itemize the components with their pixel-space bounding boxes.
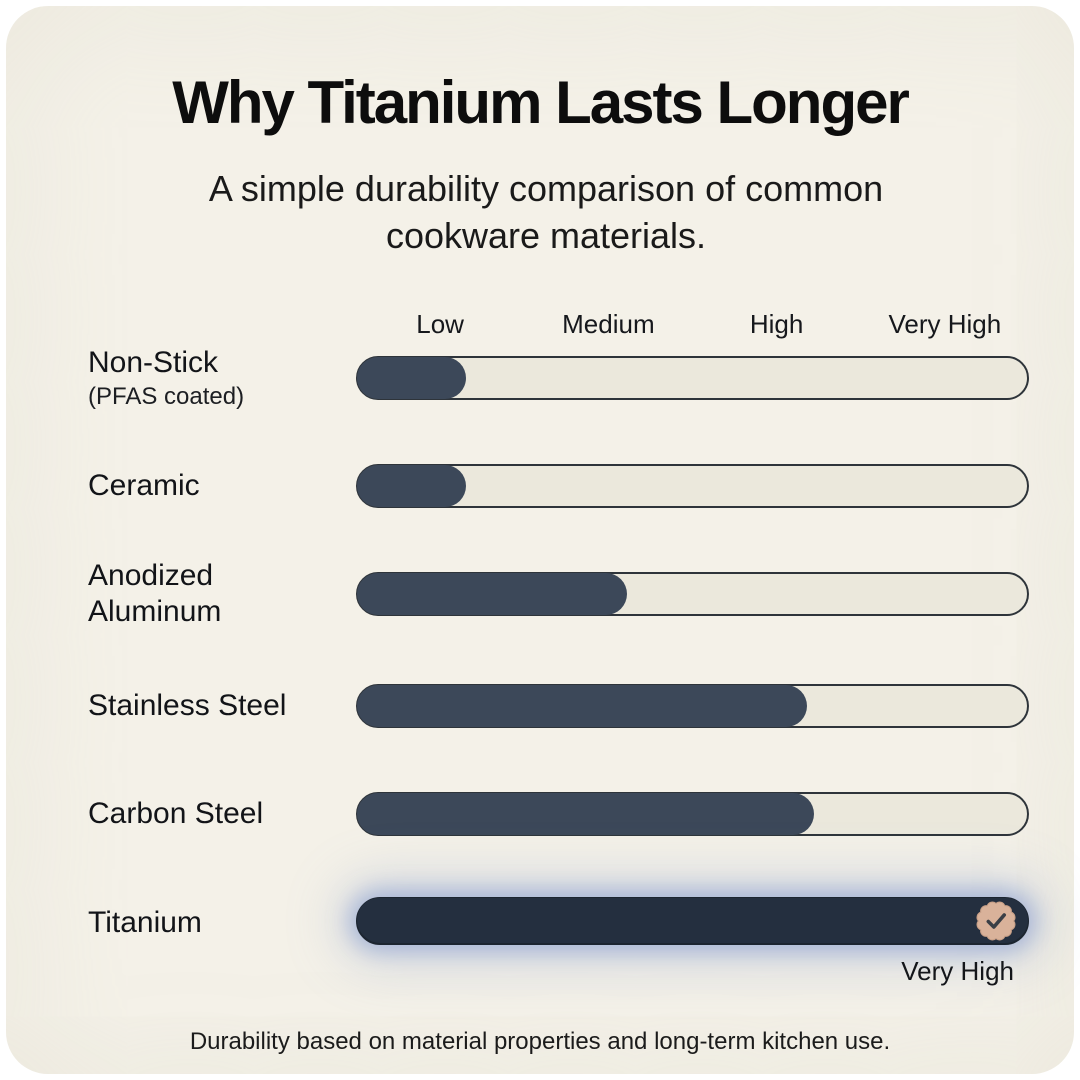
bar-fill bbox=[357, 357, 467, 399]
durability-bar-anodized-aluminum bbox=[356, 572, 1029, 616]
row-label-carbon-steel: Carbon Steel bbox=[88, 792, 350, 836]
footnote: Durability based on material properties … bbox=[189, 1028, 891, 1055]
row-label-titanium: Titanium bbox=[88, 899, 350, 947]
page-subtitle: A simple durability comparison of common… bbox=[208, 168, 884, 256]
scale-label-high: High bbox=[749, 308, 804, 339]
scale-label-medium: Medium bbox=[562, 308, 655, 339]
durability-bar-ceramic bbox=[356, 464, 1029, 508]
row-label-ceramic: Ceramic bbox=[88, 464, 350, 508]
infographic-card: Why Titanium Lasts Longer A simple durab… bbox=[6, 6, 1074, 1074]
material-name: Carbon Steel bbox=[88, 797, 264, 830]
material-name: Titanium bbox=[88, 906, 202, 939]
scale-label-very-high: Very High bbox=[888, 308, 1002, 339]
row-label-stainless-steel: Stainless Steel bbox=[88, 684, 350, 728]
material-name: Ceramic bbox=[88, 469, 200, 502]
bar-fill bbox=[357, 685, 808, 727]
durability-bar-non-stick bbox=[356, 356, 1029, 400]
row-label-anodized-aluminum: Anodized Aluminum bbox=[88, 559, 350, 628]
bar-fill bbox=[357, 573, 627, 615]
material-name: Non-Stick bbox=[88, 346, 219, 379]
durability-bar-titanium bbox=[356, 897, 1029, 945]
axis-scale-labels: Low Medium High Very High bbox=[356, 308, 1029, 340]
scale-label-low: Low bbox=[416, 308, 464, 339]
row-label-non-stick: Non-Stick (PFAS coated) bbox=[88, 346, 350, 410]
bar-fill bbox=[357, 465, 467, 507]
page-title: Why Titanium Lasts Longer bbox=[172, 69, 910, 136]
material-name: Stainless Steel bbox=[88, 689, 287, 722]
bar-fill bbox=[357, 898, 1028, 942]
material-subname: (PFAS coated) bbox=[88, 383, 245, 410]
titanium-rating-caption: Very High bbox=[901, 956, 1014, 986]
bar-fill bbox=[357, 793, 814, 835]
material-name: Anodized Aluminum bbox=[88, 559, 222, 628]
durability-bar-stainless-steel bbox=[356, 684, 1029, 728]
check-seal-icon bbox=[974, 899, 1018, 943]
durability-bar-carbon-steel bbox=[356, 792, 1029, 836]
